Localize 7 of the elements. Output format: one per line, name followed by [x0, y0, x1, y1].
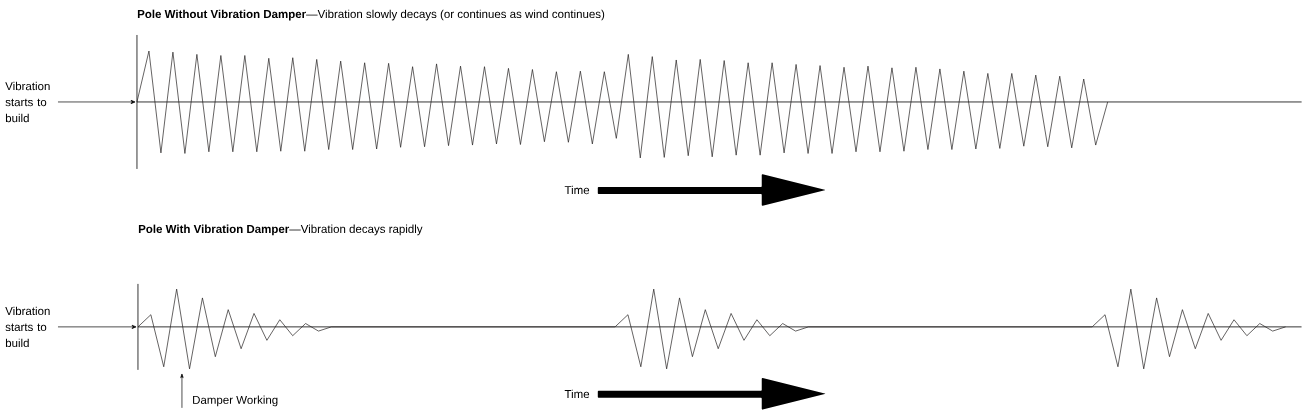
- text: Damper Working: [193, 395, 278, 407]
- y-axis-title: Vibration starts to build: [5, 81, 50, 123]
- x-axis-title: Time: [564, 389, 590, 399]
- chart-title: Pole With Vibration Damper—Vibration decays rapidly: [138, 224, 423, 236]
- y-axis-title: Vibration starts to build: [5, 306, 50, 348]
- x-axis-title: Time: [564, 185, 590, 195]
- chart-title: Pole Without Vibration Damper—Vibration slowly decays (or continues as wind continues): [137, 9, 605, 21]
